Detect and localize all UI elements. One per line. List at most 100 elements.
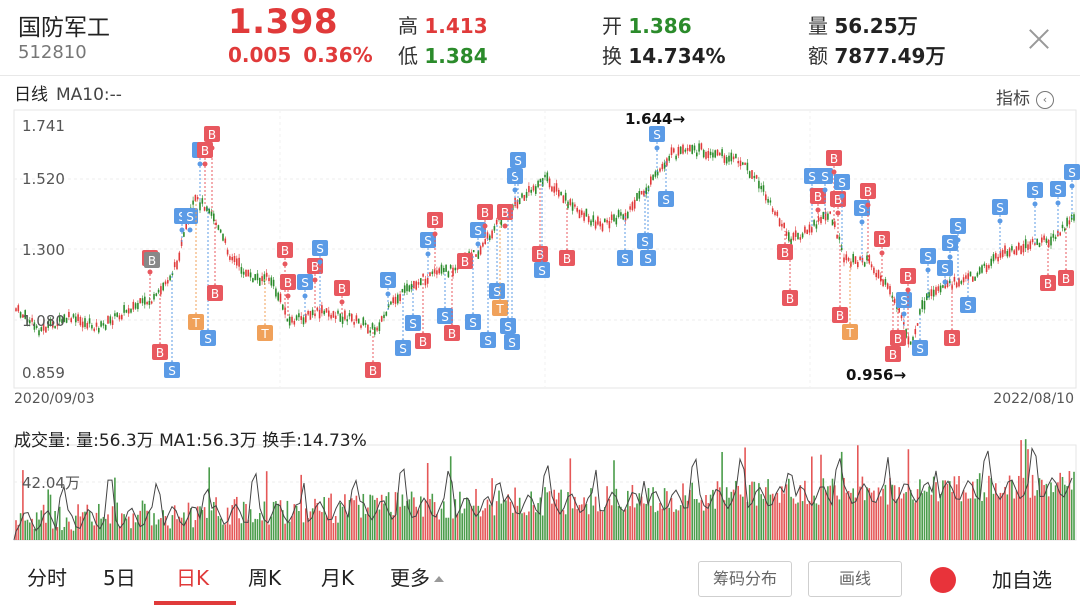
kline-chart[interactable]: BBSSSTSBBSBTBBSBSBBSSSBSBSBBSSBSSTBSSSSB… bbox=[0, 0, 1080, 552]
indicator-button[interactable]: 指标 ‹ bbox=[996, 84, 1054, 109]
candle-body bbox=[360, 325, 362, 328]
volume-bar bbox=[661, 508, 664, 540]
tab-intraday[interactable]: 分时 bbox=[27, 566, 67, 590]
marker-badge bbox=[885, 346, 901, 362]
candle-body bbox=[974, 276, 976, 281]
candle-body bbox=[127, 308, 130, 314]
candle-body bbox=[417, 282, 420, 285]
volume-bar bbox=[196, 506, 199, 540]
volume-bar bbox=[960, 501, 963, 540]
volume-bar bbox=[178, 516, 181, 540]
volume-bar bbox=[431, 493, 434, 540]
tab-5day[interactable]: 5日 bbox=[103, 566, 136, 590]
candle-body bbox=[364, 322, 367, 325]
y-tick-1080: 1.080 bbox=[22, 312, 65, 330]
candle-body bbox=[571, 202, 574, 211]
volume-bar bbox=[19, 513, 22, 540]
volume-bar bbox=[921, 493, 923, 540]
marker-letter: S bbox=[858, 202, 866, 216]
candle-body bbox=[806, 229, 808, 235]
candle-body bbox=[610, 214, 613, 221]
add-watchlist-button[interactable]: 加自选 bbox=[992, 568, 1052, 592]
candle-body bbox=[732, 156, 735, 160]
candle-body bbox=[562, 195, 565, 203]
candle-body bbox=[643, 190, 645, 196]
volume-bar bbox=[318, 510, 321, 540]
candle-body bbox=[275, 288, 277, 297]
tab-weekly-k[interactable]: 周K bbox=[248, 566, 282, 590]
volume-bar bbox=[684, 495, 687, 540]
marker-badge bbox=[637, 233, 653, 249]
volume-bar bbox=[776, 492, 779, 540]
stock-name: 国防军工 bbox=[18, 15, 110, 41]
tab-more[interactable]: 更多 bbox=[390, 562, 444, 591]
chip-distribution-button[interactable]: 筹码分布 bbox=[698, 561, 792, 597]
candle-body bbox=[829, 211, 831, 214]
candle-body bbox=[420, 278, 422, 286]
marker-badge bbox=[834, 174, 850, 190]
volume-bar bbox=[1064, 484, 1066, 540]
volume-bar bbox=[629, 506, 631, 540]
volume-bar bbox=[725, 487, 728, 540]
marker-letter: B bbox=[461, 255, 469, 269]
volume-bar bbox=[422, 516, 424, 540]
candle-body bbox=[242, 271, 245, 275]
volume-bar bbox=[978, 473, 981, 540]
volume-bar bbox=[1036, 490, 1038, 540]
candle-body bbox=[923, 300, 926, 310]
volume-bar bbox=[390, 511, 392, 540]
volume-bar bbox=[385, 496, 388, 540]
volume-bar bbox=[677, 510, 680, 540]
candle-body bbox=[767, 198, 769, 203]
volume-bar bbox=[222, 524, 224, 540]
volume-bar bbox=[24, 520, 26, 540]
tab-daily-k[interactable]: 日K bbox=[176, 566, 210, 590]
volume-bar bbox=[905, 492, 907, 540]
volume-bar bbox=[229, 524, 231, 540]
candle-body bbox=[705, 152, 707, 159]
candle-body bbox=[886, 283, 889, 289]
record-icon[interactable] bbox=[930, 567, 956, 593]
volume-bar bbox=[714, 508, 716, 540]
candle-body bbox=[1006, 250, 1009, 257]
draw-line-button[interactable]: 画线 bbox=[808, 561, 902, 597]
candle-body bbox=[224, 238, 227, 243]
volume-bar bbox=[972, 481, 974, 540]
volume-bar bbox=[380, 494, 383, 540]
marker-badge bbox=[1058, 270, 1074, 286]
candle-body bbox=[157, 289, 160, 293]
candle-body bbox=[318, 309, 321, 319]
candle-body bbox=[236, 258, 238, 266]
candle-body bbox=[951, 284, 953, 290]
marker-dot bbox=[859, 219, 865, 225]
candle-body bbox=[604, 218, 606, 223]
marker-letter: S bbox=[168, 364, 176, 378]
volume-bar bbox=[429, 499, 431, 540]
volume-bar bbox=[100, 518, 102, 540]
candle-body bbox=[1073, 214, 1075, 221]
candle-body bbox=[1029, 241, 1032, 249]
volume-bar bbox=[1031, 474, 1034, 540]
candle-body bbox=[56, 322, 59, 327]
volume-bar bbox=[493, 515, 496, 540]
candle-body bbox=[495, 219, 498, 225]
candle-body bbox=[45, 326, 47, 333]
candle-body bbox=[914, 329, 917, 335]
candle-body bbox=[652, 174, 654, 180]
candle-body bbox=[245, 269, 247, 277]
volume-bar bbox=[723, 500, 726, 540]
candle-body bbox=[615, 217, 618, 225]
volume-bar bbox=[532, 505, 535, 540]
marker-letter: S bbox=[1031, 184, 1039, 198]
candle-body bbox=[1036, 238, 1038, 245]
candle-body bbox=[486, 232, 489, 239]
candle-body bbox=[238, 257, 240, 267]
volume-bar bbox=[682, 483, 684, 540]
volume-bar bbox=[654, 512, 657, 540]
y-tick-1741: 1.741 bbox=[22, 117, 65, 135]
marker-letter: B bbox=[481, 206, 489, 220]
marker-dot bbox=[482, 223, 488, 229]
marker-badge bbox=[810, 188, 826, 204]
volume-bar bbox=[337, 522, 339, 540]
tab-monthly-k[interactable]: 月K bbox=[321, 566, 355, 590]
